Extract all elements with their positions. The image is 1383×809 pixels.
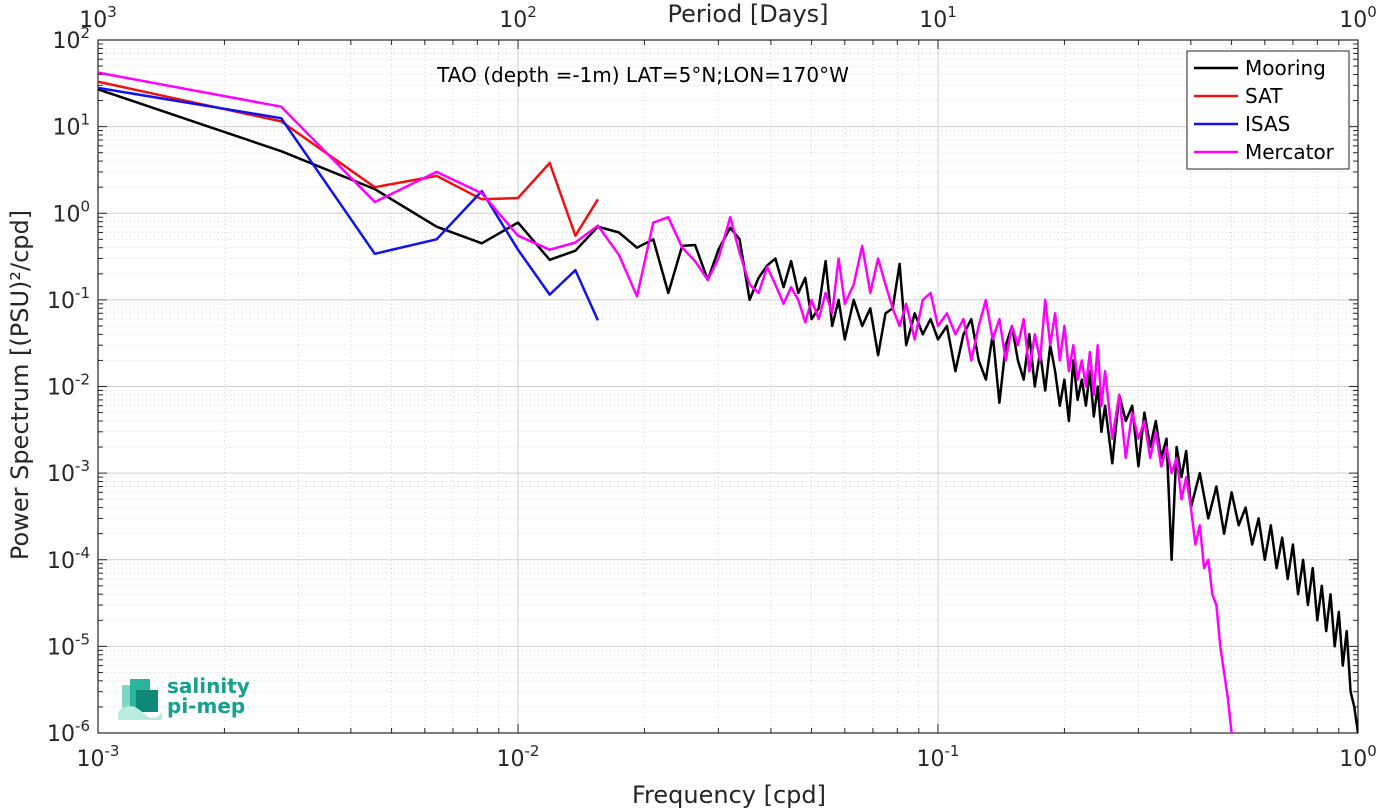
y-tick-label: 10-1 <box>47 284 90 314</box>
y-tick-label: 100 <box>52 197 90 227</box>
y-tick-label: 10-3 <box>47 457 90 487</box>
series-line-mooring <box>98 88 1358 733</box>
logo-line1: salinity <box>167 674 250 698</box>
y-tick-label: 10-5 <box>47 630 90 660</box>
left-tick-labels: 102 101 100 10-1 10-2 10-3 10-4 10-5 10-6 <box>47 24 90 747</box>
legend-box <box>1186 50 1350 170</box>
legend-label: SAT <box>1245 84 1283 108</box>
y-tick-label: 102 <box>52 24 90 54</box>
x-tick-label: 10-2 <box>497 742 540 772</box>
chart-title: TAO (depth =-1m) LAT=5°N;LON=170°W <box>436 63 849 87</box>
y-tick-label: 10-4 <box>47 544 90 574</box>
major-grid <box>97 39 1359 734</box>
series-line-mercator <box>98 71 1233 733</box>
bottom-tick-labels: 10-3 10-2 10-1 100 <box>77 742 1377 772</box>
legend: Mooring SAT ISAS Mercator <box>1186 50 1350 170</box>
axes-frame <box>97 39 1359 734</box>
legend-label: Mooring <box>1245 56 1326 80</box>
series-layer <box>98 71 1358 733</box>
salinity-pi-mep-logo: salinity pi-mep <box>118 674 250 720</box>
x-tick-label: 10-3 <box>77 742 120 772</box>
y-tick-label: 10-2 <box>47 371 90 401</box>
x-tick-label: 10-1 <box>917 742 960 772</box>
series-line-isas <box>98 86 600 321</box>
top-tick-labels: 103 102 101 100 <box>79 3 1377 33</box>
legend-label: ISAS <box>1245 112 1290 136</box>
x-tick-label: 100 <box>1339 742 1377 772</box>
logo-line2: pi-mep <box>167 694 245 718</box>
y-axis-label: Power Spectrum [(PSU)²/cpd] <box>6 210 34 560</box>
top-tick-label: 103 <box>79 3 117 33</box>
top-tick-label: 101 <box>919 3 957 33</box>
top-tick-label: 100 <box>1339 3 1377 33</box>
y-tick-label: 101 <box>52 111 90 141</box>
legend-label: Mercator <box>1245 140 1335 164</box>
series-line-sat <box>98 80 599 237</box>
y-tick-label: 10-6 <box>47 717 90 747</box>
x-axis-label: Frequency [cpd] <box>632 781 826 809</box>
top-tick-label: 102 <box>499 3 537 33</box>
top-axis-label: Period [Days] <box>667 0 828 28</box>
